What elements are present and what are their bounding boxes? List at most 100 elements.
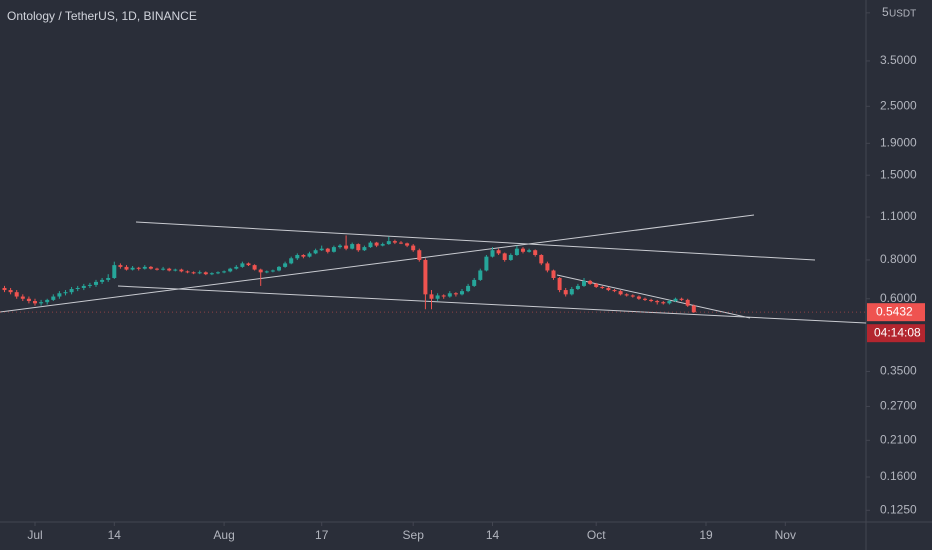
candle-body (124, 266, 129, 270)
candle-body (649, 299, 654, 302)
last-price-box (867, 303, 925, 322)
candle-body (307, 253, 312, 257)
candle-body (252, 265, 257, 270)
candle-body (600, 286, 605, 288)
y-tick-label: 0.8000 (880, 252, 917, 266)
y-tick-label: 5 (882, 5, 889, 19)
candle-body (283, 263, 288, 267)
candle-body (216, 272, 220, 274)
candle-body (228, 268, 233, 272)
candle-body (405, 243, 410, 246)
candle-body (557, 277, 562, 291)
candle-body (539, 255, 544, 264)
candle-body (636, 296, 641, 299)
candle-body (527, 250, 532, 252)
candle-body (148, 266, 153, 269)
candle-body (563, 290, 568, 295)
candle-body (277, 266, 281, 271)
candle-body (234, 266, 239, 269)
candle-body (551, 270, 556, 278)
candle-body (417, 250, 422, 260)
candle-body (460, 291, 464, 295)
candle-body (45, 299, 50, 303)
x-tick-label: 14 (486, 528, 500, 542)
candle-body (130, 267, 135, 270)
candle-body (575, 285, 580, 290)
candle-body (606, 287, 611, 291)
candle-body (197, 272, 202, 274)
candle-body (350, 244, 355, 249)
last-price-label: 0.5432 (876, 304, 913, 318)
candle-body (100, 279, 105, 282)
y-tick-label: 3.5000 (880, 53, 917, 67)
candle-body (673, 298, 678, 302)
candle-body (173, 269, 178, 271)
candle-body (386, 241, 391, 245)
candle-body (118, 265, 123, 267)
candle-body (643, 298, 647, 300)
candle-body (545, 263, 550, 271)
candle-body (26, 298, 31, 302)
candle-body (447, 293, 452, 297)
candle-body (399, 242, 403, 244)
candle-body (679, 298, 684, 300)
candle-body (191, 272, 196, 274)
candle-body (533, 250, 538, 256)
candle-body (2, 287, 7, 291)
candle-body (301, 255, 306, 257)
candle-body (203, 272, 208, 275)
candle-body (484, 256, 489, 271)
candle-body (612, 290, 617, 292)
candle-body (209, 273, 214, 275)
candle-body (167, 268, 172, 271)
x-tick-label: Jul (27, 528, 42, 542)
candle-body (392, 241, 397, 243)
y-tick-label: 0.2700 (880, 399, 917, 413)
candle-body (8, 290, 13, 293)
candle-body (325, 248, 330, 252)
candle-body (313, 250, 318, 254)
candle-body (185, 271, 190, 273)
y-tick-label: 1.9000 (880, 135, 917, 149)
trend-line (0, 214, 755, 313)
candle-body (155, 268, 159, 270)
candle-body (478, 270, 483, 280)
candle-body (569, 289, 574, 295)
y-tick-label: 0.3500 (880, 364, 917, 378)
candle-body (222, 271, 227, 273)
candle-body (331, 247, 336, 252)
candle-body (142, 266, 147, 269)
candle-body (33, 301, 37, 304)
candle-body (429, 294, 434, 299)
candle-body (618, 291, 623, 295)
axis-unit: USDT (889, 9, 916, 20)
candle-body (81, 285, 86, 288)
candle-body (423, 259, 428, 295)
trend-line (117, 285, 867, 324)
candle-body (295, 255, 300, 259)
candle-body (161, 268, 166, 270)
candle-body (685, 299, 690, 306)
y-tick-label: 0.6000 (880, 291, 917, 305)
candle-body (338, 245, 342, 248)
candle-body (472, 279, 477, 286)
x-tick-label: 19 (699, 528, 713, 542)
candle-body (380, 244, 385, 246)
candle-body (466, 285, 471, 292)
y-tick-label: 0.1250 (880, 502, 917, 516)
trend-line (135, 221, 816, 261)
candle-body (87, 284, 92, 286)
y-tick-label: 1.1000 (880, 209, 917, 223)
candle-body (588, 280, 593, 284)
candle-body (362, 247, 367, 251)
candle-body (594, 283, 599, 287)
candle-body (264, 271, 269, 273)
candle-body (661, 302, 666, 304)
candle-body (368, 242, 373, 248)
candle-body (453, 293, 458, 295)
candle-body (624, 294, 629, 296)
x-tick-label: 14 (108, 528, 122, 542)
candle-body (521, 248, 525, 252)
